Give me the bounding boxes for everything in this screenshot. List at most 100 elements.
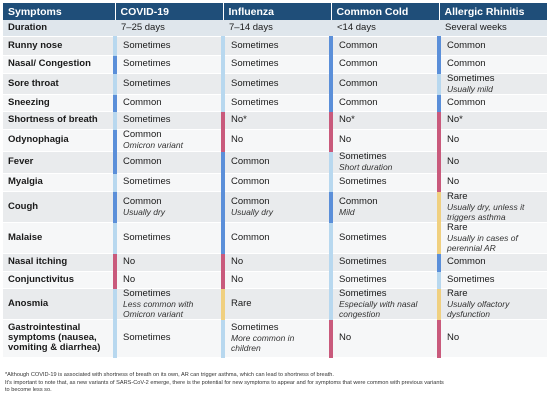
table-body: Duration 7–25 days 7–14 days <14 days Severa… <box>3 20 547 358</box>
symptom-cell: Sometimes <box>221 36 331 56</box>
frequency-label: Sometimes <box>123 58 171 69</box>
footnotes: *Although COVID-19 is associated with sh… <box>5 372 547 395</box>
frequency-label: Sometimes <box>231 96 279 108</box>
symptom-cell: Common <box>221 173 331 192</box>
symptom-name: Malaise <box>3 222 115 254</box>
frequency-label: Common <box>123 96 162 108</box>
table-row: Nasal/ Congestion Sometimes Sometimes Commo… <box>3 55 547 74</box>
frequency-label: Rare <box>447 191 468 202</box>
symptom-cell: Common <box>437 253 547 272</box>
frequency-label: Common <box>123 156 162 167</box>
frequency-note: Omicron variant <box>123 140 183 150</box>
table-row: Cough Common Usually dry Common Usually dry C… <box>3 191 547 223</box>
symptom-cell: Rare <box>221 288 331 320</box>
symptom-cell: Sometimes <box>329 271 439 289</box>
frequency-label: Sometimes <box>339 273 387 285</box>
frequency-label: Common <box>447 256 486 267</box>
symptom-cell: Common <box>113 151 223 174</box>
frequency-note: Usually dry <box>123 206 166 217</box>
symptom-cell: Sometimes <box>113 319 223 358</box>
symptom-name: Sneezing <box>3 94 115 112</box>
symptom-cell: Common Usually dry <box>221 191 331 223</box>
symptom-cell: Common Mild <box>329 191 439 223</box>
table-row: Conjunctivitus No No Sometimes Sometimes <box>3 271 547 289</box>
frequency-label: No <box>447 134 460 145</box>
frequency-note: Usually olfactory dysfunction <box>447 298 510 319</box>
symptom-cell: Common <box>329 73 439 95</box>
column-header-influenza: Influenza <box>223 3 332 20</box>
symptom-name: Myalgia <box>3 173 115 192</box>
column-header-symptoms: Symptoms <box>3 3 116 20</box>
frequency-label: Sometimes <box>339 176 387 187</box>
frequency-note: Especially with nasal congestion <box>339 298 418 319</box>
symptom-cell: Rare Usually olfactory dysfunction <box>437 288 547 320</box>
frequency-label: No <box>339 332 352 343</box>
symptom-name: Conjunctivitus <box>3 271 115 289</box>
symptom-cell: Common <box>221 151 331 174</box>
symptom-cell: 7–14 days <box>223 20 331 37</box>
symptom-cell: Common <box>329 94 439 112</box>
footnote-asterisk: *Although COVID-19 is associated with sh… <box>5 372 334 378</box>
frequency-label: Common <box>447 58 486 69</box>
frequency-label: Sometimes <box>231 322 279 333</box>
column-header-covid19: COVID-19 <box>115 3 224 20</box>
symptom-cell: Several weeks <box>439 20 547 37</box>
frequency-label: Common <box>231 156 270 167</box>
symptom-cell: No <box>437 319 547 358</box>
symptom-cell: Common Omicron variant <box>113 129 223 152</box>
symptom-cell: No* <box>437 111 547 130</box>
symptom-name: Nasal itching <box>3 253 115 272</box>
frequency-label: No <box>447 176 460 187</box>
frequency-label: Common <box>447 96 486 108</box>
symptom-cell: No <box>437 129 547 152</box>
symptom-cell: Rare Usually in cases of perennial AR <box>437 222 547 254</box>
frequency-label: <14 days <box>337 21 376 33</box>
frequency-label: No <box>231 256 244 267</box>
frequency-label: Common <box>123 195 162 207</box>
symptom-cell: Sometimes <box>329 222 439 254</box>
symptom-cell: No <box>113 271 223 289</box>
symptom-cell: No <box>221 253 331 272</box>
symptom-cell: Sometimes <box>221 55 331 74</box>
frequency-label: No <box>231 134 244 145</box>
frequency-label: Sometimes <box>339 256 387 267</box>
symptom-name: Gastrointestinal symptoms (nausea, vomit… <box>3 319 115 358</box>
column-header-allergic-rhinitis: Allergic Rhinitis <box>439 3 548 20</box>
frequency-note: Usually dry, unless it triggers asthma <box>447 201 525 222</box>
symptom-cell: Sometimes <box>113 222 223 254</box>
frequency-label: No <box>339 134 352 145</box>
symptom-cell: Sometimes <box>221 73 331 95</box>
frequency-label: No* <box>231 114 247 125</box>
symptom-cell: No <box>329 129 439 152</box>
symptom-cell: Sometimes Short duration <box>329 151 439 174</box>
frequency-label: No <box>447 332 460 343</box>
symptom-cell: Sometimes <box>329 173 439 192</box>
frequency-label: Common <box>231 231 270 243</box>
frequency-label: Sometimes <box>123 114 171 125</box>
symptom-cell: No <box>221 271 331 289</box>
frequency-label: Sometimes <box>339 231 387 243</box>
frequency-label: Common <box>123 129 162 140</box>
frequency-note: Less common with Omicron variant <box>123 298 194 319</box>
symptom-cell: Sometimes <box>113 55 223 74</box>
table-header-row: Symptoms COVID-19 Influenza Common Cold … <box>3 3 548 20</box>
frequency-label: Common <box>231 195 270 207</box>
symptom-comparison-table: Symptoms COVID-19 Influenza Common Cold … <box>3 3 548 358</box>
footnote-variants-line2: to become less so. <box>5 387 52 393</box>
frequency-label: Sometimes <box>447 273 495 285</box>
symptom-cell: Sometimes <box>437 271 547 289</box>
symptom-cell: Common <box>113 94 223 112</box>
table-row: Runny nose Sometimes Sometimes Common Common <box>3 36 547 56</box>
frequency-label: Sometimes <box>123 176 171 187</box>
frequency-label: Sometimes <box>339 288 387 299</box>
frequency-label: Rare <box>447 288 468 299</box>
frequency-note: Mild <box>339 206 355 217</box>
table-row: Nasal itching No No Sometimes Common <box>3 253 547 272</box>
symptom-cell: Sometimes Less common with Omicron varian… <box>113 288 223 320</box>
table-row: Myalgia Sometimes Common Sometimes No <box>3 173 547 192</box>
frequency-label: Rare <box>447 222 468 233</box>
symptom-name: Odynophagia <box>3 129 115 152</box>
frequency-label: Common <box>339 96 378 108</box>
frequency-note: Usually dry <box>231 206 274 217</box>
